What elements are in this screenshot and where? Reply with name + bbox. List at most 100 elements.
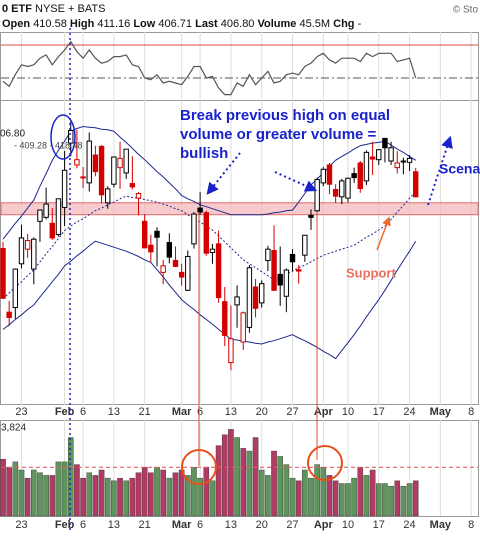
x-tick-label: 8 xyxy=(468,406,474,418)
x-tick-label: 6 xyxy=(80,406,86,418)
volume-bar xyxy=(12,461,19,517)
volume-bar xyxy=(24,477,31,517)
break-note: Break previous high on equal volume or g… xyxy=(180,107,391,162)
candle-body xyxy=(12,268,19,309)
candle-body xyxy=(234,296,240,306)
volume-bar xyxy=(178,469,185,517)
quote-label: Chg xyxy=(333,18,355,30)
x-tick-label: 24 xyxy=(403,406,415,418)
x-tick-label: Mar xyxy=(172,519,192,531)
candle-body xyxy=(252,286,259,309)
volume-bar xyxy=(92,475,99,517)
volume-bar xyxy=(61,461,68,517)
volume-bar xyxy=(0,458,6,517)
volume-bar xyxy=(332,480,339,517)
candle-body xyxy=(339,180,345,198)
candle-body xyxy=(178,271,185,278)
candle-body xyxy=(98,145,105,196)
volume-bar xyxy=(221,434,228,517)
candle-body xyxy=(400,160,407,163)
candle-body xyxy=(222,301,228,336)
candle-body xyxy=(61,169,68,208)
quote-value: 411.16 xyxy=(97,18,131,30)
volume-bar xyxy=(351,477,357,517)
highlight-circle xyxy=(181,449,217,485)
volume-bar xyxy=(302,469,308,517)
highlight-ellipse xyxy=(50,114,76,160)
x-tick-label: 10 xyxy=(342,519,354,531)
moving-average xyxy=(2,191,417,300)
volume-bar xyxy=(258,469,265,517)
x-tick-label: 6 xyxy=(197,406,203,418)
candle-body xyxy=(265,248,271,261)
volume-bar xyxy=(308,477,314,517)
candle-body xyxy=(154,230,160,238)
x-tick-label: 13 xyxy=(225,406,237,418)
volume-bar xyxy=(148,472,154,517)
candle-body xyxy=(6,311,12,318)
candle-body xyxy=(394,162,400,169)
volume-bar xyxy=(240,448,247,517)
x-tick-label: 27 xyxy=(286,519,298,531)
x-tick-label: 13 xyxy=(108,406,120,418)
quote-label: High xyxy=(69,18,95,30)
candle-body xyxy=(209,248,216,254)
candle-body xyxy=(160,265,166,273)
plot: 23 23 Feb Feb 6 6 13 13 21 21 Mar Mar 6 6 13 13 20 20 27 27… xyxy=(0,32,479,531)
volume-bar xyxy=(67,437,74,517)
candle-body xyxy=(314,179,320,212)
volume-bar xyxy=(37,472,43,517)
candle-body xyxy=(166,242,173,258)
x-tick-label: 17 xyxy=(373,519,385,531)
x-tick-label: 21 xyxy=(139,519,151,531)
arrow xyxy=(427,135,453,206)
x-tick-label: 6 xyxy=(80,519,86,531)
volume-bar xyxy=(86,472,93,517)
volume-bar xyxy=(252,437,259,517)
quote-value: 406.80 xyxy=(220,18,255,30)
candle-body xyxy=(376,149,382,161)
volume-bar xyxy=(104,477,111,517)
header-quote: Open 410.58 High 411.16 Low 406.71 Last … xyxy=(2,18,361,30)
volume-bar xyxy=(117,477,123,517)
candle-body xyxy=(277,273,283,286)
candle-body xyxy=(68,130,74,144)
x-tick-label: 8 xyxy=(468,519,474,531)
candle-body xyxy=(123,148,129,174)
x-tick-label: 10 xyxy=(342,406,354,418)
rsi-line xyxy=(2,40,417,96)
x-tick-label: 24 xyxy=(403,519,415,531)
volume-bar xyxy=(363,475,370,517)
candle-body xyxy=(382,137,388,149)
quote-label: Volume xyxy=(257,18,297,30)
quote-value: 45.5M xyxy=(299,18,331,30)
candle-body xyxy=(111,156,117,185)
x-tick-label: 21 xyxy=(139,406,151,418)
highlight-circle xyxy=(307,445,343,481)
volume-bar xyxy=(345,483,351,517)
x-tick-label: Feb xyxy=(55,519,75,531)
x-tick-label: May xyxy=(430,519,452,531)
volume-bar xyxy=(80,477,86,517)
volume-bar xyxy=(154,467,160,517)
candle-body xyxy=(105,188,111,204)
x-tick-label: Feb xyxy=(55,406,75,418)
copyright: © Sto xyxy=(453,5,479,16)
candle-body xyxy=(24,240,31,250)
exchange: NYSE + BATS xyxy=(35,3,106,15)
x-tick-label: May xyxy=(430,406,452,418)
x-tick-label: 20 xyxy=(256,519,268,531)
volume-bar xyxy=(55,461,62,517)
support-label: Support xyxy=(346,265,396,280)
candle-body xyxy=(74,159,80,166)
quote-label: Open xyxy=(2,18,31,30)
volume-bar xyxy=(400,486,407,517)
candle-body xyxy=(135,192,142,199)
candle-body xyxy=(148,244,154,253)
lower-band xyxy=(2,240,417,360)
volume-bar xyxy=(246,450,253,517)
volume-bar xyxy=(166,477,173,517)
volume-bar xyxy=(184,475,191,517)
candle-body xyxy=(332,189,339,197)
